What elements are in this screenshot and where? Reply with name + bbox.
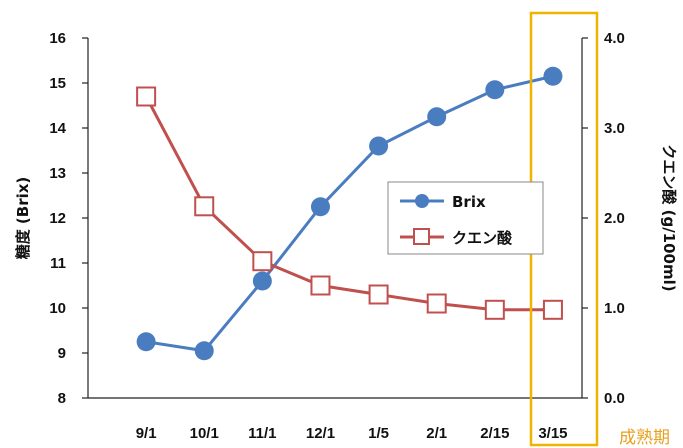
right-tick-label: 3.0 — [604, 120, 625, 137]
data-point — [485, 80, 505, 100]
left-tick-label: 8 — [58, 390, 66, 407]
left-tick-label: 10 — [49, 300, 66, 317]
left-tick-label: 11 — [50, 255, 66, 272]
left-tick-label: 15 — [49, 75, 66, 92]
left-axis: 8 9 10 11 12 13 14 15 16 糖度 (Brix) — [14, 30, 89, 407]
data-point — [310, 197, 330, 217]
series-layer — [136, 66, 563, 361]
left-tick-label: 12 — [49, 210, 66, 227]
data-point — [484, 299, 505, 320]
data-point — [310, 275, 331, 296]
x-tick-label: 3/15 — [538, 425, 567, 442]
legend: Brix クエン酸 — [387, 181, 544, 255]
left-tick-label: 14 — [49, 120, 66, 137]
x-tick-label: 2/15 — [480, 425, 509, 442]
series-brix — [136, 66, 563, 361]
data-point — [427, 107, 447, 127]
data-point — [136, 332, 156, 352]
data-point — [369, 136, 389, 156]
x-tick-label: 9/1 — [136, 425, 157, 442]
x-tick-label: 2/1 — [426, 425, 447, 442]
right-tick-label: 0.0 — [604, 390, 625, 407]
right-axis: 0.0 1.0 2.0 3.0 4.0 クエン酸 (g/100ml) — [581, 30, 678, 407]
x-tick-label: 12/1 — [306, 425, 335, 442]
data-point — [252, 251, 273, 272]
legend-brix-label: Brix — [452, 193, 486, 211]
x-axis: 9/1 10/1 11/1 12/1 1/5 2/1 2/15 3/15 — [88, 397, 582, 442]
left-tick-label: 13 — [49, 165, 66, 182]
legend-brix-marker — [415, 194, 429, 208]
legend-citric-marker — [413, 228, 430, 245]
right-tick-label: 4.0 — [604, 30, 625, 47]
data-point — [426, 293, 447, 314]
right-tick-label: 2.0 — [604, 210, 625, 227]
data-point — [136, 86, 157, 107]
left-axis-title: 糖度 (Brix) — [14, 177, 32, 260]
series-citric-acid — [136, 86, 563, 320]
left-tick-label: 16 — [49, 30, 66, 47]
series-line — [145, 74, 554, 353]
x-tick-label: 10/1 — [190, 425, 219, 442]
data-point — [252, 271, 272, 291]
data-point — [194, 196, 215, 217]
data-point — [542, 299, 563, 320]
right-tick-label: 1.0 — [604, 300, 625, 317]
data-point — [543, 66, 563, 86]
x-tick-label: 1/5 — [368, 425, 389, 442]
x-tick-label: 11/1 — [248, 425, 276, 442]
legend-citric-label: クエン酸 — [452, 229, 513, 247]
right-axis-title: クエン酸 (g/100ml) — [660, 144, 678, 291]
left-tick-label: 9 — [58, 345, 66, 362]
data-point — [368, 284, 389, 305]
highlight-label: 成熟期 — [619, 427, 670, 448]
data-point — [194, 341, 214, 361]
